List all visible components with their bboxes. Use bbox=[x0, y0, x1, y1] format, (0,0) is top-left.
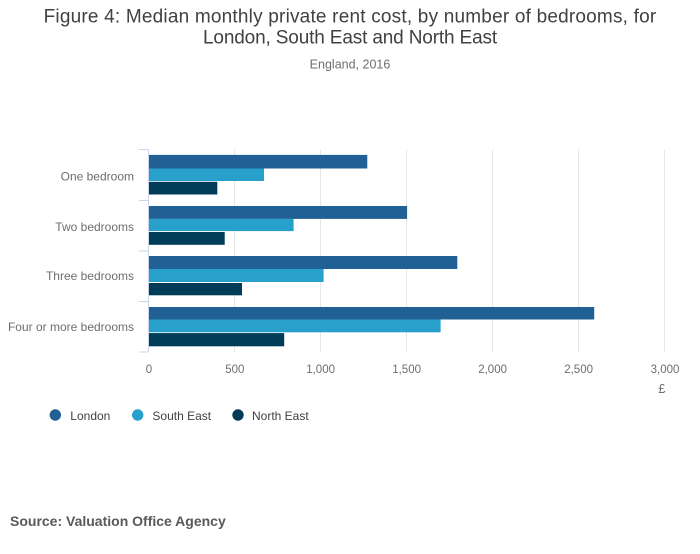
svg-text:Three bedrooms: Three bedrooms bbox=[46, 269, 134, 283]
svg-text:£: £ bbox=[658, 382, 665, 396]
svg-text:London: London bbox=[70, 409, 110, 423]
svg-text:Figure 4: Median monthly priva: Figure 4: Median monthly private rent co… bbox=[44, 7, 657, 28]
svg-text:Four or more bedrooms: Four or more bedrooms bbox=[8, 320, 134, 334]
svg-text:500: 500 bbox=[225, 364, 244, 376]
svg-text:Source: Valuation Office Agenc: Source: Valuation Office Agency bbox=[10, 513, 226, 529]
svg-text:3,000: 3,000 bbox=[651, 364, 680, 376]
svg-text:London, South East and North E: London, South East and North East bbox=[203, 28, 498, 49]
svg-text:England, 2016: England, 2016 bbox=[310, 58, 391, 72]
svg-text:2,000: 2,000 bbox=[478, 364, 507, 376]
svg-text:North East: North East bbox=[252, 409, 309, 423]
svg-text:0: 0 bbox=[146, 364, 152, 376]
svg-text:Two bedrooms: Two bedrooms bbox=[55, 220, 134, 234]
svg-text:One bedroom: One bedroom bbox=[61, 170, 134, 184]
svg-text:1,500: 1,500 bbox=[392, 364, 421, 376]
svg-text:South East: South East bbox=[152, 409, 211, 423]
svg-text:2,500: 2,500 bbox=[564, 364, 593, 376]
svg-text:1,000: 1,000 bbox=[306, 364, 335, 376]
